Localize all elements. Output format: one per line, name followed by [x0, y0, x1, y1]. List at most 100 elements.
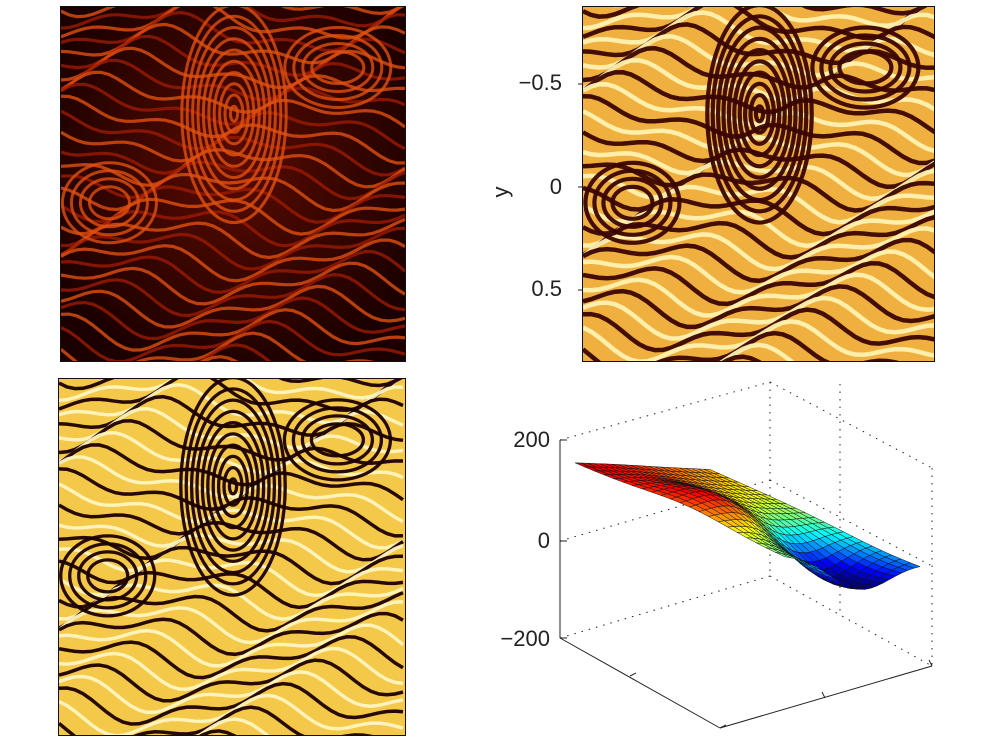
fringe-band	[198, 343, 272, 361]
fringe-ring	[206, 432, 260, 541]
y-axis-label: y	[488, 187, 513, 198]
fringe-ring	[86, 558, 130, 594]
fringe-ring	[716, 25, 804, 203]
fringe-ring	[207, 59, 261, 168]
fringe-band	[61, 123, 405, 165]
fringe-ring	[300, 414, 375, 466]
fringe-band	[61, 249, 405, 294]
z-tick-label: 0	[538, 528, 550, 553]
fringe-ring	[216, 454, 250, 519]
fringe-band	[59, 670, 404, 715]
fringe-ring	[61, 161, 158, 245]
fringe-band	[59, 611, 404, 657]
fringe-ring	[180, 7, 288, 225]
fringe-band	[61, 284, 405, 329]
fringe-ring	[87, 185, 131, 221]
fringe-band	[583, 70, 934, 115]
fringe-ring	[189, 398, 277, 575]
x-tick	[719, 724, 727, 729]
fringe-band	[61, 238, 405, 283]
fringe-band	[583, 135, 934, 178]
fringe-ring	[78, 177, 140, 229]
grid-line	[769, 479, 933, 567]
fringe-ring	[59, 534, 157, 618]
fringe-wrapped-svg	[59, 379, 405, 735]
fringe-band	[59, 635, 404, 680]
fringe-band	[61, 226, 405, 271]
fringe-ring	[743, 81, 777, 146]
surface-plot: 200 0 −200	[500, 381, 933, 729]
fringe-image-raw	[60, 6, 406, 362]
fringe-ring	[721, 36, 798, 191]
fringe-ring	[583, 160, 682, 245]
y-tick-label: 0	[550, 174, 562, 199]
fringe-band	[61, 82, 405, 126]
fringe-band	[61, 210, 405, 248]
fringe-pattern	[583, 7, 934, 361]
grid-line	[769, 575, 933, 667]
fringe-band	[61, 261, 405, 306]
fringe-ring	[179, 379, 287, 597]
y-tick-label: 0.5	[531, 276, 562, 301]
fringe-ring	[223, 93, 245, 135]
fringe-ring	[68, 542, 148, 610]
fringe-ring	[227, 477, 239, 496]
fringe-ring	[69, 169, 149, 237]
fringe-band	[583, 122, 934, 166]
fringe-ring	[726, 47, 793, 180]
fringe-ring	[610, 184, 655, 221]
fringe-band	[583, 272, 934, 318]
grid-box	[559, 381, 933, 667]
fringe-band	[59, 646, 404, 691]
fringe-ring	[200, 421, 266, 552]
fringe-ring	[301, 42, 375, 94]
fringe-band	[59, 600, 404, 645]
fringe-band	[583, 58, 934, 103]
fringe-ring	[810, 25, 921, 110]
fringe-ring	[710, 14, 809, 214]
fringe-ring	[705, 7, 814, 225]
fringe-pattern	[59, 379, 405, 735]
fringe-band	[61, 135, 405, 177]
fringe-band	[583, 330, 900, 361]
fringe-band	[59, 379, 403, 413]
fringe-ring	[201, 48, 267, 180]
fringe-image-wrapped	[58, 378, 406, 736]
y-axis-line	[719, 665, 933, 729]
fringe-ring	[77, 550, 139, 602]
fringe-band	[61, 7, 403, 30]
z-tick-label: 200	[513, 427, 550, 452]
y-tick	[821, 691, 826, 699]
fringe-band	[583, 260, 934, 307]
fringe-ring	[592, 168, 673, 237]
fringe-ring	[196, 37, 272, 191]
fringe-band	[61, 172, 405, 213]
fringe-ring	[737, 70, 782, 158]
grid-line	[559, 381, 771, 441]
fringe-ring	[218, 82, 250, 146]
fringe-band	[61, 308, 405, 352]
grid-line	[559, 575, 771, 639]
fringe-band	[583, 284, 934, 330]
fringe-band	[196, 717, 270, 735]
fringe-band	[61, 160, 405, 201]
fringe-band	[583, 237, 934, 284]
fringe-ring	[211, 443, 255, 530]
fringe-ring	[753, 104, 766, 124]
fringe-pattern	[61, 7, 405, 361]
fringe-band	[583, 82, 934, 127]
fringe-ring	[228, 104, 240, 123]
grid-line	[769, 381, 933, 469]
z-tick-label: −200	[500, 626, 550, 651]
fringe-band	[583, 7, 926, 31]
fringe-ring	[282, 398, 393, 482]
x-tick	[629, 672, 637, 677]
fringe-band	[61, 7, 405, 40]
fringe-ring	[222, 466, 244, 507]
fringe-ring	[819, 33, 912, 102]
fringe-band	[59, 658, 404, 703]
fringe-band	[719, 342, 795, 361]
y-tick-label: −0.5	[519, 70, 562, 95]
fringe-band	[59, 431, 404, 475]
y-axis: −0.5 0 0.5 y	[480, 6, 582, 362]
